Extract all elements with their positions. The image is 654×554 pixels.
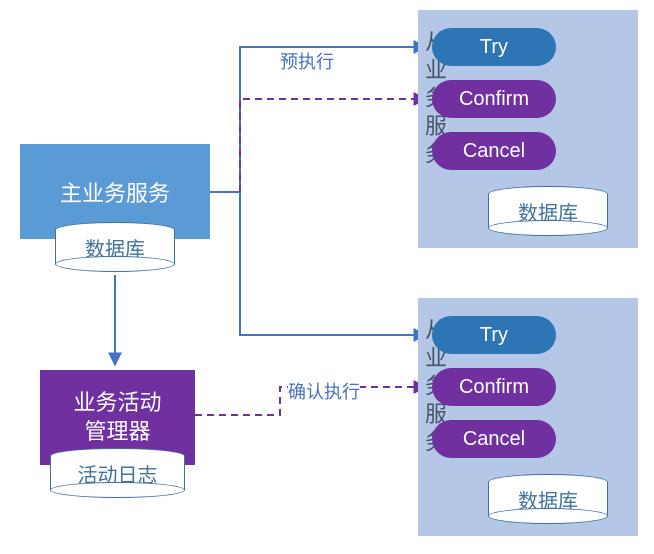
sub2-confirm-label: Confirm [459, 376, 529, 399]
sub1-confirm-label: Confirm [459, 88, 529, 111]
activity-log-cylinder: 活动日志 [50, 448, 185, 498]
sub1-try-label: Try [480, 36, 508, 59]
sub2-cancel-pill: Cancel [432, 420, 556, 458]
sub1-db-cylinder: 数据库 [488, 186, 608, 236]
sub1-cancel-label: Cancel [463, 140, 525, 163]
sub1-cancel-pill: Cancel [432, 132, 556, 170]
edge-main-to-confirm1 [240, 99, 426, 192]
sub2-confirm-pill: Confirm [432, 368, 556, 406]
pre-exec-label: 预执行 [280, 48, 334, 74]
sub1-confirm-pill: Confirm [432, 80, 556, 118]
main-db-cylinder: 数据库 [55, 222, 175, 272]
sub1-try-pill: Try [432, 28, 556, 66]
edge-main-to-try2 [240, 192, 426, 335]
main-service-label: 主业务服务 [60, 176, 170, 208]
sub2-try-pill: Try [432, 316, 556, 354]
sub2-cancel-label: Cancel [463, 428, 525, 451]
confirm-exec-label: 确认执行 [288, 378, 360, 404]
sub2-try-label: Try [480, 324, 508, 347]
activity-manager-label: 业务活动 管理器 [73, 389, 161, 446]
sub2-db-cylinder: 数据库 [488, 474, 608, 524]
